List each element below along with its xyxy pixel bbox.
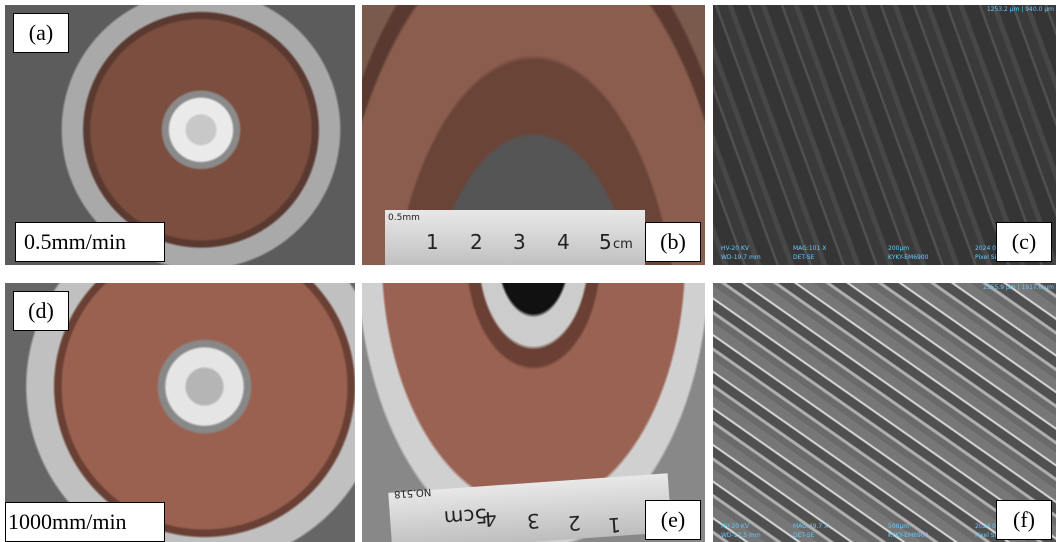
sem-field: 2555.9 μm | 1917.0 μm [983, 284, 1054, 291]
ruler-text: 2 [470, 230, 483, 254]
ruler-text: 4 [483, 507, 497, 532]
sem-field: 1253.2 μm | 940.0 μm [987, 6, 1054, 13]
panel-label: (c) [996, 222, 1052, 262]
panel-label: (a) [13, 13, 69, 53]
ruler-text: 0.5mm [388, 213, 420, 223]
panel-label: (d) [13, 291, 69, 331]
ruler-text: 1 [607, 513, 621, 538]
ruler-text: 1 [426, 230, 439, 254]
ruler-text: cm [613, 237, 633, 252]
ruler-text: 2 [567, 511, 581, 536]
sem-info: MAG:49.7 X [793, 523, 828, 530]
sem-info: HV-20 KV [721, 245, 749, 252]
sem-info: KYKY-EM6900 [888, 254, 928, 261]
photo-a: (a) 0.5mm/min [5, 5, 355, 265]
sem-info: MAG:101 X [793, 245, 826, 252]
sem-info: 200μm [888, 245, 909, 252]
ruler-text: 4 [557, 230, 570, 254]
sem-f: 2555.9 μm | 1917.0 μm HV-20 KV WD-17.5 m… [713, 283, 1056, 542]
ruler-text: 3 [513, 230, 526, 254]
sem-info: WD-19.7 mm [721, 254, 761, 261]
sem-c: 1253.2 μm | 940.0 μm HV-20 KV WD-19.7 mm… [713, 5, 1056, 265]
panel-label: (e) [645, 500, 701, 540]
sem-info: HV-20 KV [721, 523, 749, 530]
photo-e: NO.518 5cm 4 3 2 1 (e) [362, 283, 705, 542]
sem-info: DET-SE [793, 254, 814, 261]
figure: (a) 0.5mm/min 0.5mm 1 2 3 4 5 cm (b) 125… [0, 0, 1056, 542]
ruler-text: 5cm [443, 504, 488, 531]
caption: 1000mm/min [5, 502, 165, 542]
photo-b: 0.5mm 1 2 3 4 5 cm (b) [362, 5, 705, 265]
panel-label: (f) [996, 500, 1052, 540]
sem-info: KYKY-EM6900 [888, 532, 928, 539]
ruler-text: 3 [526, 509, 540, 534]
photo-d: (d) 1000mm/min [5, 283, 355, 542]
caption: 0.5mm/min [15, 222, 165, 262]
sem-info: DET-SE [793, 532, 814, 539]
sem-info: WD-17.5 mm [721, 532, 761, 539]
ruler-text: 5 [599, 230, 612, 254]
panel-label: (b) [645, 222, 701, 262]
sem-info: 500μm [888, 523, 909, 530]
